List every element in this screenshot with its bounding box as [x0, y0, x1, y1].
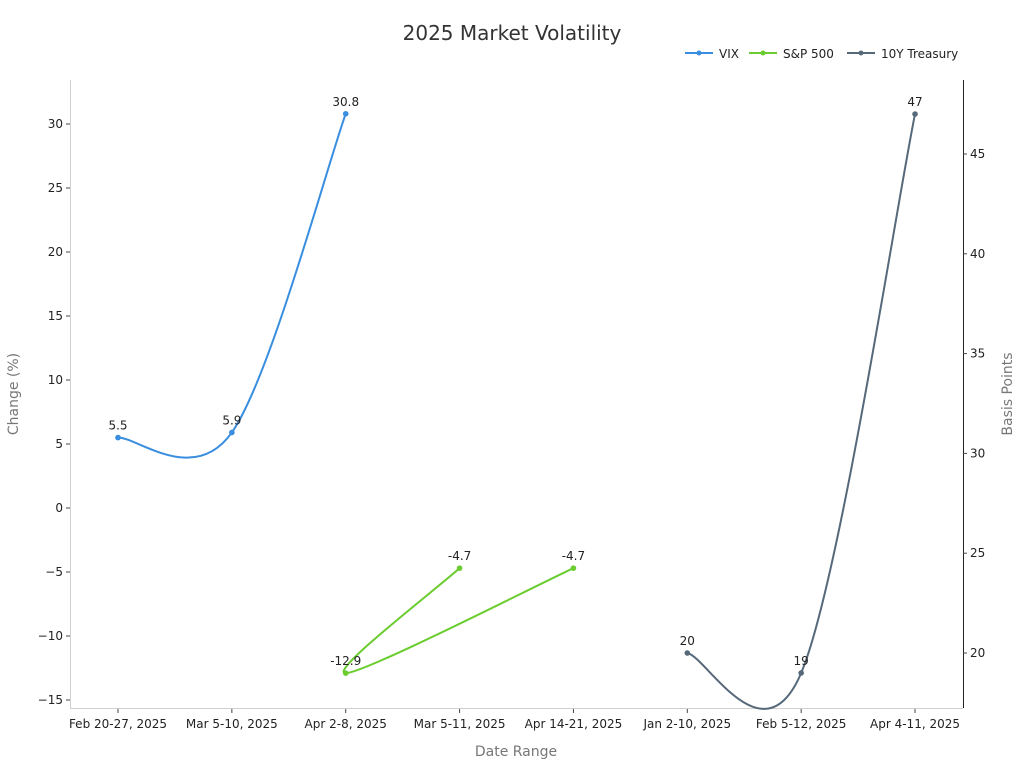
- vix-legend-marker-icon: [696, 50, 702, 56]
- right-y-ticks: 20 25 30 35 40 45: [963, 147, 985, 660]
- y2-tick-label: 45: [970, 147, 985, 161]
- data-point-marker[interactable]: [342, 670, 349, 676]
- legend-label-sp500: S&P 500: [783, 47, 834, 61]
- data-label: -4.7: [562, 549, 585, 563]
- data-label: -12.9: [330, 654, 361, 668]
- data-point-marker[interactable]: [115, 434, 121, 441]
- y-tick-label: 0: [55, 501, 63, 515]
- data-point-marker[interactable]: [684, 650, 691, 656]
- x-tick-label: Apr 2-8, 2025: [305, 717, 387, 731]
- data-label: 20: [680, 634, 695, 648]
- y2-tick-label: 25: [970, 546, 985, 560]
- legend: VIX S&P 500 10Y Treasury: [685, 47, 958, 61]
- y2-tick-label: 40: [970, 247, 985, 261]
- y-axis-title: Change (%): [6, 353, 22, 435]
- data-point-marker[interactable]: [342, 110, 349, 117]
- data-label: 5.9: [222, 413, 241, 427]
- y-tick-label: 20: [48, 245, 63, 259]
- series-vix: 5.5 5.9 30.8: [108, 95, 359, 459]
- x-ticks: Feb 20-27, 2025 Mar 5-10, 2025 Apr 2-8, 20…: [69, 709, 960, 731]
- y-tick-label: −10: [38, 629, 63, 643]
- x-tick-label: Jan 2-10, 2025: [642, 717, 731, 731]
- data-point-marker[interactable]: [570, 565, 577, 571]
- y-tick-label: 15: [48, 309, 63, 323]
- y-tick-label: 25: [48, 181, 63, 195]
- series-layer: 5.5 5.9 30.8 -4.7 -12.9 -4.7 20 19 47: [108, 95, 923, 710]
- y2-axis-title: Basis Points: [1000, 352, 1016, 435]
- x-tick-label: Apr 14-21, 2025: [525, 717, 623, 731]
- data-label: 19: [794, 654, 809, 668]
- x-tick-label: Mar 5-11, 2025: [414, 717, 506, 731]
- chart-title: 2025 Market Volatility: [403, 21, 622, 45]
- data-label: -4.7: [448, 549, 471, 563]
- data-label: 47: [907, 95, 922, 109]
- data-point-marker[interactable]: [798, 670, 804, 676]
- series-line: [686, 113, 916, 710]
- x-tick-label: Feb 20-27, 2025: [69, 717, 167, 731]
- left-y-ticks: −15 −10 −5 0 5 10 15 20 25 30: [38, 117, 70, 707]
- y2-tick-label: 20: [970, 646, 985, 660]
- y-tick-label: 30: [48, 117, 63, 131]
- series-line: [342, 567, 574, 675]
- x-tick-label: Mar 5-10, 2025: [186, 717, 278, 731]
- data-point-marker[interactable]: [229, 429, 235, 436]
- x-tick-label: Apr 4-11, 2025: [870, 717, 960, 731]
- y-tick-label: −5: [45, 565, 63, 579]
- legend-label-10y-treasury: 10Y Treasury: [881, 47, 958, 61]
- series-line: [117, 113, 347, 459]
- legend-item-10y-treasury[interactable]: 10Y Treasury: [847, 47, 958, 61]
- data-label: 5.5: [108, 419, 127, 433]
- y2-tick-label: 35: [970, 347, 985, 361]
- treasury-legend-marker-icon: [858, 50, 864, 56]
- legend-item-vix[interactable]: VIX: [685, 47, 739, 61]
- y-tick-label: 10: [48, 373, 63, 387]
- data-label: 30.8: [332, 95, 359, 109]
- series-s-p-500: -4.7 -12.9 -4.7: [330, 549, 585, 676]
- y2-tick-label: 30: [970, 446, 985, 460]
- y-tick-label: 5: [55, 437, 63, 451]
- y-tick-label: −15: [38, 693, 63, 707]
- legend-item-sp500[interactable]: S&P 500: [749, 47, 834, 61]
- x-axis-title: Date Range: [475, 744, 557, 760]
- sp500-legend-marker-icon: [760, 50, 766, 56]
- data-point-marker[interactable]: [456, 565, 463, 571]
- legend-label-vix: VIX: [719, 47, 739, 61]
- series-10y-treasury: 20 19 47: [680, 95, 923, 710]
- x-tick-label: Feb 5-12, 2025: [756, 717, 846, 731]
- data-point-marker[interactable]: [912, 111, 918, 117]
